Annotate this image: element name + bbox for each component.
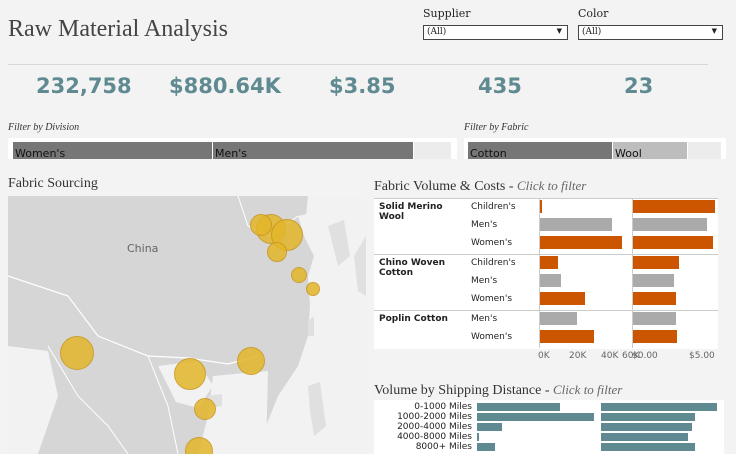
cost-bar[interactable] xyxy=(632,312,676,325)
division-filter-bar: Women's Men's xyxy=(8,138,457,159)
fabric-group-label: Poplin Cotton xyxy=(379,314,448,324)
fabric-filter-bar: Cotton Wool xyxy=(464,138,726,159)
division-label: Women's xyxy=(471,238,513,248)
cost-bar[interactable] xyxy=(632,274,674,287)
volume-bar[interactable] xyxy=(539,292,585,305)
distance-cost-bar[interactable] xyxy=(601,403,717,411)
volume-axis-tick: 0K xyxy=(538,351,550,361)
supplier-dropdown-value: (All) xyxy=(427,27,447,37)
distance-volume-bar[interactable] xyxy=(477,413,594,421)
volume-bar[interactable] xyxy=(539,218,612,231)
supplier-dropdown[interactable]: (All) ▼ xyxy=(423,25,568,40)
fabric-chart-hint: Click to filter xyxy=(517,178,587,193)
chevron-down-icon: ▼ xyxy=(711,27,717,35)
volume-bar[interactable] xyxy=(539,274,561,287)
distance-chart-title[interactable]: Volume by Shipping Distance - Click to f… xyxy=(374,382,623,398)
header-divider xyxy=(8,64,708,65)
volume-axis-tick: 60K xyxy=(622,351,640,361)
kpi-total-cost: $880.64K xyxy=(169,74,281,98)
color-dropdown-value: (All) xyxy=(582,27,602,37)
division-label: Men's xyxy=(471,276,498,286)
sourcing-bubble[interactable] xyxy=(60,336,94,370)
division-segment-womens[interactable]: Women's xyxy=(13,142,212,159)
cost-bar[interactable] xyxy=(632,236,713,249)
distance-volume-bar[interactable] xyxy=(477,443,495,451)
division-filter-label: Filter by Division xyxy=(8,122,80,133)
fabric-segment-cotton[interactable]: Cotton xyxy=(468,142,612,159)
cost-bar[interactable] xyxy=(632,330,677,343)
volume-bar[interactable] xyxy=(539,256,558,269)
distance-chart-hint: Click to filter xyxy=(553,382,623,397)
division-label: Women's xyxy=(471,332,513,342)
volume-bar[interactable] xyxy=(539,330,594,343)
cost-bar[interactable] xyxy=(632,218,707,231)
division-label: Children's xyxy=(471,258,516,268)
sourcing-bubble[interactable] xyxy=(194,398,216,420)
supplier-filter-label: Supplier xyxy=(423,7,471,20)
fabric-filter-label: Filter by Fabric xyxy=(464,122,529,133)
color-dropdown[interactable]: (All) ▼ xyxy=(578,25,723,40)
sourcing-bubble[interactable] xyxy=(250,214,272,236)
fabric-group-label: Solid Merino Wool xyxy=(379,202,443,222)
sourcing-bubble[interactable] xyxy=(267,242,287,262)
cost-bar[interactable] xyxy=(632,256,679,269)
distance-label: 0-1000 Miles xyxy=(414,402,472,412)
volume-bar[interactable] xyxy=(539,236,622,249)
axis-line xyxy=(539,198,540,348)
sourcing-bubble[interactable] xyxy=(237,347,265,375)
color-filter-label: Color xyxy=(578,7,609,20)
sourcing-bubble[interactable] xyxy=(306,282,320,296)
distance-label: 4000-8000 Miles xyxy=(397,432,472,442)
division-label: Men's xyxy=(471,314,498,324)
division-label: Men's xyxy=(471,220,498,230)
fabric-chart-title-text: Fabric Volume & Costs xyxy=(374,179,506,194)
volume-axis-tick: 40K xyxy=(601,351,619,361)
division-segment-mens[interactable]: Men's xyxy=(213,142,413,159)
fabric-volume-cost-chart[interactable]: Solid Merino Wool Children's Men's Women's C… xyxy=(374,198,718,368)
cost-axis-tick: $0.00 xyxy=(632,351,658,361)
sourcing-bubble[interactable] xyxy=(174,358,206,390)
axis-line xyxy=(632,198,633,348)
distance-cost-bar[interactable] xyxy=(601,443,695,451)
map-svg: China xyxy=(8,196,366,454)
kpi-count-b: 23 xyxy=(624,74,654,98)
map-country-label: China xyxy=(127,242,158,255)
division-label: Women's xyxy=(471,294,513,304)
volume-bar[interactable] xyxy=(539,200,542,213)
fabric-segment-wool[interactable]: Wool xyxy=(613,142,687,159)
distance-cost-bar[interactable] xyxy=(601,413,695,421)
kpi-total-volume: 232,758 xyxy=(36,74,132,98)
volume-axis-tick: 20K xyxy=(569,351,587,361)
map-title: Fabric Sourcing xyxy=(8,176,98,191)
sourcing-bubble[interactable] xyxy=(291,267,307,283)
distance-chart-title-text: Volume by Shipping Distance xyxy=(374,383,542,398)
division-label: Children's xyxy=(471,202,516,212)
distance-cost-bar[interactable] xyxy=(601,433,688,441)
shipping-distance-chart[interactable]: 0-1000 Miles 1000-2000 Miles 2000-4000 Mil… xyxy=(374,400,724,454)
distance-label: 2000-4000 Miles xyxy=(397,422,472,432)
cost-bar[interactable] xyxy=(632,292,676,305)
fabric-chart-title[interactable]: Fabric Volume & Costs - Click to filter xyxy=(374,178,587,194)
distance-volume-bar[interactable] xyxy=(477,433,479,441)
distance-volume-bar[interactable] xyxy=(477,403,560,411)
distance-label: 1000-2000 Miles xyxy=(397,412,472,422)
cost-axis-tick: $5.00 xyxy=(689,351,715,361)
division-segment-other[interactable] xyxy=(414,142,451,159)
chevron-down-icon: ▼ xyxy=(556,27,562,35)
distance-label: 8000+ Miles xyxy=(415,442,472,452)
fabric-sourcing-map[interactable]: China xyxy=(8,196,366,454)
map-bubbles xyxy=(8,196,366,454)
kpi-avg-cost: $3.85 xyxy=(329,74,396,98)
fabric-group-label: Chino Woven Cotton xyxy=(379,258,445,278)
distance-cost-bar[interactable] xyxy=(601,423,692,431)
sourcing-bubble[interactable] xyxy=(185,437,213,454)
distance-volume-bar[interactable] xyxy=(477,423,502,431)
volume-bar[interactable] xyxy=(539,312,577,325)
cost-bar[interactable] xyxy=(632,200,715,213)
dashboard-title: Raw Material Analysis xyxy=(8,16,228,42)
fabric-segment-other[interactable] xyxy=(688,142,721,159)
kpi-count-a: 435 xyxy=(478,74,522,98)
